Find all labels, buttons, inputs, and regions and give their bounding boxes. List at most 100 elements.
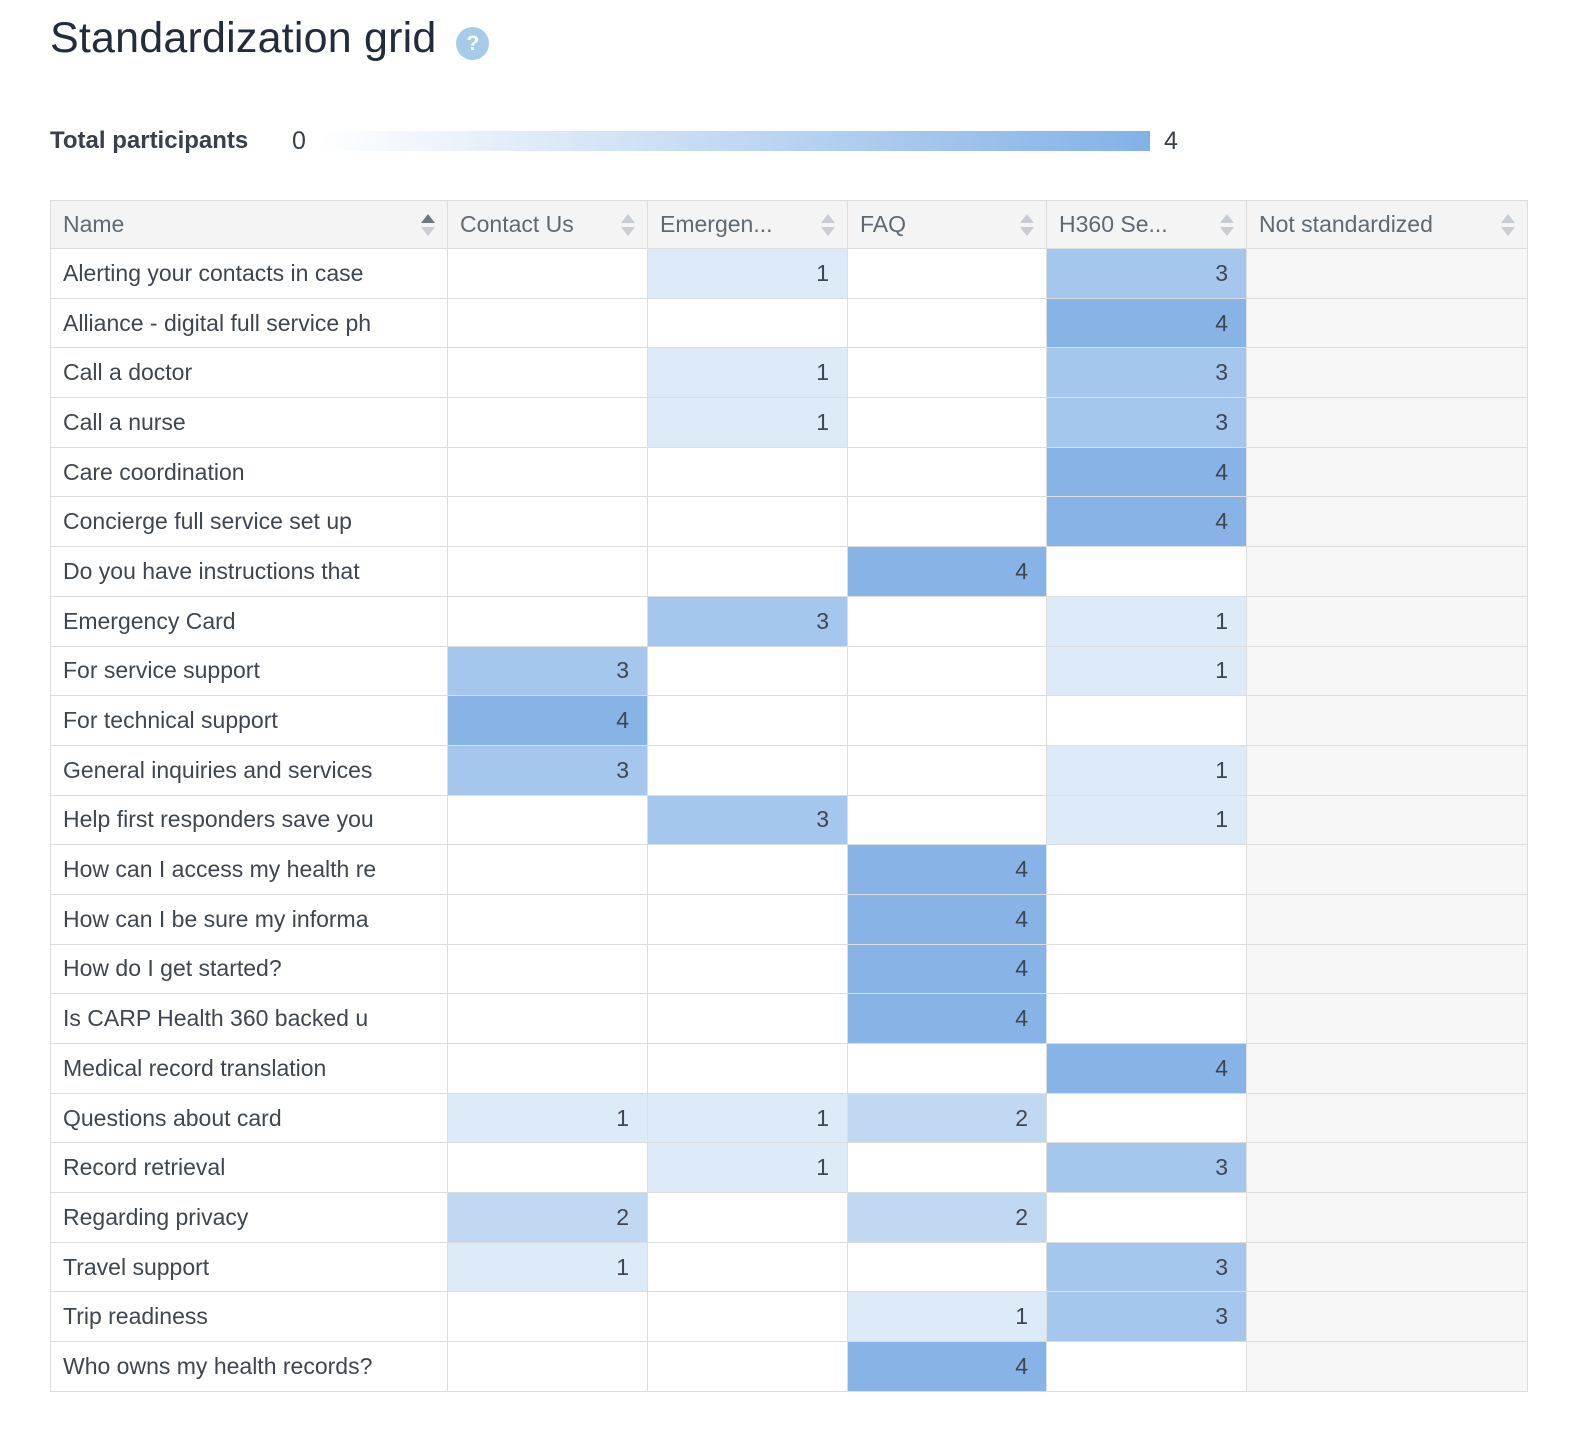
not-standardized-cell	[1246, 695, 1528, 746]
grid-cell	[447, 794, 648, 846]
grid-cell	[647, 446, 848, 498]
grid-cell: 3	[1046, 347, 1247, 399]
grid-cell: 1	[1046, 595, 1247, 647]
sort-icon[interactable]	[1501, 213, 1515, 236]
grid-cell	[447, 893, 648, 945]
grid-cell	[1046, 943, 1247, 995]
grid-cell: 1	[1046, 744, 1247, 796]
not-standardized-cell	[1246, 297, 1528, 349]
column-header-name[interactable]: Name	[50, 200, 448, 249]
grid-cell	[847, 695, 1047, 746]
column-header-contact-us[interactable]: Contact Us	[447, 200, 648, 249]
not-standardized-cell	[1246, 347, 1528, 399]
row-name-cell: Do you have instructions that	[50, 546, 448, 597]
not-standardized-cell	[1246, 744, 1528, 796]
grid-cell	[847, 794, 1047, 846]
table-row: Medical record translation 4	[50, 1043, 1528, 1094]
grid-cell: 4	[847, 993, 1047, 1044]
grid-cell: 3	[1046, 1241, 1247, 1293]
row-name-cell: Regarding privacy	[50, 1192, 448, 1243]
grid-cell	[1046, 1192, 1247, 1243]
grid-cell: 3	[447, 645, 648, 697]
grid-cell	[1046, 1341, 1247, 1392]
grid-cell	[447, 595, 648, 647]
grid-cell: 3	[447, 744, 648, 796]
grid-cell: 1	[1046, 794, 1247, 846]
table-row: Help first responders save you 3 1	[50, 794, 1528, 846]
column-header-label: Not standardized	[1259, 211, 1433, 237]
grid-cell	[647, 297, 848, 349]
sort-icon[interactable]	[821, 213, 835, 236]
row-name-cell: Help first responders save you	[50, 794, 448, 846]
title-row: Standardization grid ?	[50, 14, 490, 63]
grid-cell: 4	[847, 943, 1047, 995]
legend-gradient-bar	[320, 131, 1150, 151]
sort-icon[interactable]	[421, 213, 435, 236]
grid-cell: 3	[1046, 1142, 1247, 1194]
grid-cell: 1	[647, 347, 848, 399]
grid-cell	[447, 248, 648, 299]
row-name-cell: Record retrieval	[50, 1142, 448, 1194]
grid-cell	[847, 645, 1047, 697]
grid-cell	[847, 347, 1047, 399]
not-standardized-cell	[1246, 1142, 1528, 1194]
grid-cell	[847, 744, 1047, 796]
not-standardized-cell	[1246, 1341, 1528, 1392]
grid-cell	[1046, 1092, 1247, 1144]
grid-cell: 3	[1046, 1291, 1247, 1343]
grid-cell	[1046, 546, 1247, 597]
table-row: Call a nurse 1 3	[50, 397, 1528, 448]
row-name-cell: Who owns my health records?	[50, 1341, 448, 1392]
grid-cell: 3	[1046, 248, 1247, 299]
column-header-emergency[interactable]: Emergen...	[647, 200, 848, 249]
participants-legend: Total participants 0 4	[50, 126, 1178, 156]
row-name-cell: For service support	[50, 645, 448, 697]
table-row: How can I access my health re 4	[50, 844, 1528, 895]
grid-cell: 1	[647, 1092, 848, 1144]
column-header-label: Emergen...	[660, 211, 773, 237]
help-icon[interactable]: ?	[456, 27, 490, 60]
grid-cell	[447, 496, 648, 548]
table-row: Is CARP Health 360 backed u 4	[50, 993, 1528, 1044]
grid-cell	[647, 1192, 848, 1243]
row-name-cell: How can I be sure my informa	[50, 893, 448, 945]
grid-cell	[647, 993, 848, 1044]
grid-cell	[447, 943, 648, 995]
row-name-cell: Alliance - digital full service ph	[50, 297, 448, 349]
grid-cell: 1	[447, 1241, 648, 1293]
grid-cell	[647, 943, 848, 995]
row-name-cell: Is CARP Health 360 backed u	[50, 993, 448, 1044]
column-header-label: Name	[63, 211, 125, 237]
grid-cell: 4	[847, 546, 1047, 597]
not-standardized-cell	[1246, 546, 1528, 597]
grid-cell: 3	[647, 595, 848, 647]
grid-cell: 2	[447, 1192, 648, 1243]
sort-icon[interactable]	[1220, 213, 1234, 236]
grid-cell	[447, 844, 648, 895]
grid-cell	[847, 496, 1047, 548]
row-name-cell: How can I access my health re	[50, 844, 448, 895]
legend-label: Total participants	[50, 127, 249, 154]
table-row: For service support 3 1	[50, 645, 1528, 697]
column-header-not-standardized[interactable]: Not standardized	[1246, 200, 1528, 249]
grid-cell	[1046, 695, 1247, 746]
grid-cell	[847, 397, 1047, 448]
not-standardized-cell	[1246, 248, 1528, 299]
grid-cell: 4	[1046, 1043, 1247, 1094]
row-name-cell: For technical support	[50, 695, 448, 746]
column-header-faq[interactable]: FAQ	[847, 200, 1047, 249]
table-row: Who owns my health records? 4	[50, 1341, 1528, 1392]
grid-cell: 4	[847, 1341, 1047, 1392]
table-row: Care coordination 4	[50, 446, 1528, 498]
grid-cell: 1	[647, 397, 848, 448]
sort-icon[interactable]	[1020, 213, 1034, 236]
grid-cell	[447, 1341, 648, 1392]
grid-cell	[647, 645, 848, 697]
table-row: Call a doctor 1 3	[50, 347, 1528, 399]
column-header-h360[interactable]: H360 Se...	[1046, 200, 1247, 249]
grid-cell	[447, 397, 648, 448]
table-row: Travel support 1 3	[50, 1241, 1528, 1293]
sort-icon[interactable]	[621, 213, 635, 236]
not-standardized-cell	[1246, 1043, 1528, 1094]
grid-cell: 2	[847, 1192, 1047, 1243]
